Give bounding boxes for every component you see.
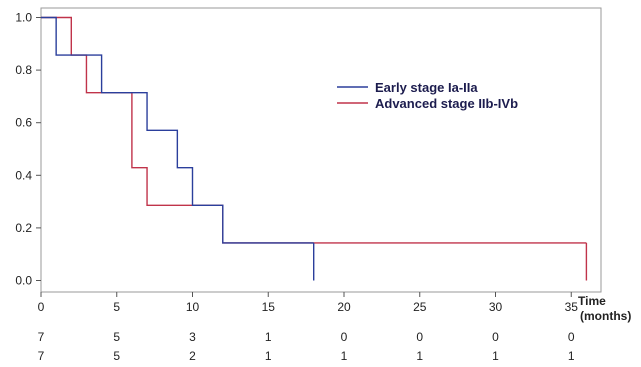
series-layer — [41, 16, 588, 281]
y-tick-label: 0.8 — [15, 63, 32, 77]
y-tick-label: 0.2 — [15, 221, 32, 235]
plot-frame — [40, 7, 602, 293]
y-tick-label: 0.4 — [15, 168, 32, 182]
series-line-early — [41, 16, 314, 244]
at-risk-value-advanced: 1 — [568, 349, 575, 363]
x-tick-label: 0 — [38, 300, 45, 314]
at-risk-value-advanced: 2 — [189, 349, 196, 363]
at-risk-value-early: 0 — [492, 330, 499, 344]
x-axis: 0 5 10 15 20 25 30 35 Time(months) — [38, 292, 631, 323]
x-axis-title-unit: (months) — [580, 309, 631, 323]
at-risk-value-advanced: 1 — [265, 349, 272, 363]
plot-border — [40, 7, 602, 293]
y-tick-label: 1.0 — [15, 11, 32, 25]
x-tick-label: 15 — [262, 300, 276, 314]
series-line-advanced — [41, 16, 587, 244]
at-risk-value-advanced: 1 — [341, 349, 348, 363]
at-risk-value-advanced: 7 — [38, 349, 45, 363]
at-risk-value-early: 0 — [568, 330, 575, 344]
legend-label-early: Early stage Ia-IIa — [375, 80, 478, 95]
x-tick-label: 30 — [489, 300, 503, 314]
x-axis-title: Time — [578, 294, 606, 308]
at-risk-value-early: 0 — [341, 330, 348, 344]
at-risk-value-early: 5 — [113, 330, 120, 344]
at-risk-value-advanced: 1 — [492, 349, 499, 363]
x-tick-label: 25 — [413, 300, 427, 314]
y-tick-label: 0.6 — [15, 116, 32, 130]
at-risk-value-early: 7 — [38, 330, 45, 344]
x-tick-label: 35 — [565, 300, 579, 314]
at-risk-value-advanced: 1 — [416, 349, 423, 363]
x-tick-label: 5 — [113, 300, 120, 314]
x-tick-label: 20 — [337, 300, 351, 314]
at-risk-value-early: 0 — [416, 330, 423, 344]
at-risk-value-early: 3 — [189, 330, 196, 344]
at-risk-table: 7 5 3 1 0 0 0 0 7 5 2 1 1 1 1 1 — [38, 330, 575, 363]
at-risk-value-advanced: 5 — [113, 349, 120, 363]
y-tick-label: 0.0 — [15, 274, 32, 288]
x-tick-label: 10 — [186, 300, 200, 314]
at-risk-value-early: 1 — [265, 330, 272, 344]
y-axis: 0.0 0.2 0.4 0.6 0.8 1.0 — [15, 11, 41, 288]
legend-label-advanced: Advanced stage IIb-IVb — [375, 96, 518, 111]
